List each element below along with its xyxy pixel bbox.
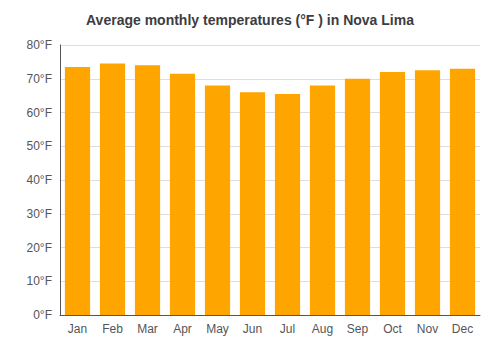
svg-text:70°F: 70°F	[27, 72, 52, 86]
svg-text:Sep: Sep	[347, 322, 369, 336]
svg-text:10°F: 10°F	[27, 274, 52, 288]
svg-text:Mar: Mar	[137, 322, 158, 336]
svg-text:Jun: Jun	[243, 322, 262, 336]
svg-text:20°F: 20°F	[27, 241, 52, 255]
svg-text:60°F: 60°F	[27, 106, 52, 120]
svg-text:Feb: Feb	[102, 322, 123, 336]
svg-text:Jan: Jan	[68, 322, 87, 336]
svg-text:Apr: Apr	[173, 322, 192, 336]
svg-text:50°F: 50°F	[27, 139, 52, 153]
svg-text:80°F: 80°F	[27, 38, 52, 52]
svg-text:Nov: Nov	[417, 322, 438, 336]
svg-text:Jul: Jul	[280, 322, 295, 336]
svg-text:30°F: 30°F	[27, 207, 52, 221]
svg-text:40°F: 40°F	[27, 173, 52, 187]
svg-text:May: May	[206, 322, 229, 336]
svg-text:0°F: 0°F	[33, 308, 52, 322]
svg-text:Aug: Aug	[312, 322, 333, 336]
svg-text:Dec: Dec	[452, 322, 473, 336]
svg-text:Average monthly temperatures (: Average monthly temperatures (°F ) in No…	[86, 12, 414, 28]
svg-text:Oct: Oct	[383, 322, 402, 336]
